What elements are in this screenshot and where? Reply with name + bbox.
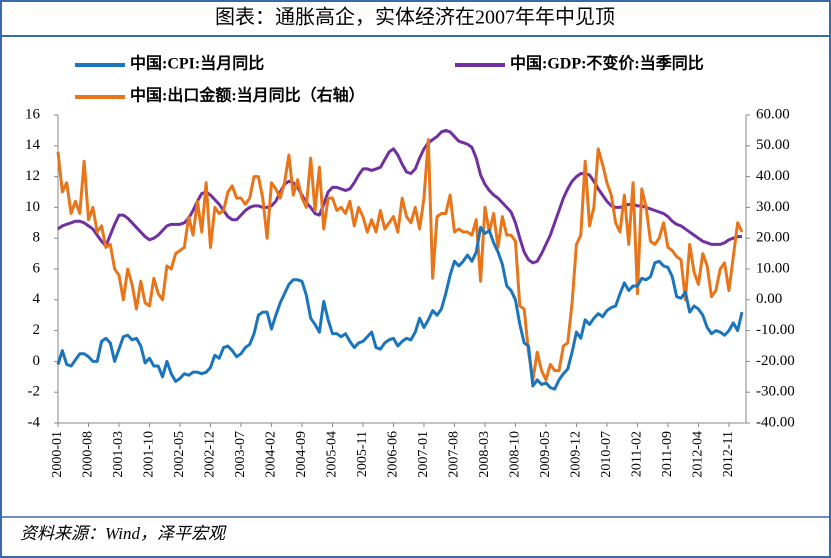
series-line: [57, 128, 742, 265]
x-tick-label: 2006-06: [386, 431, 401, 478]
y2-tick-label: -40.00: [756, 414, 795, 430]
y2-tick-label: 0.00: [756, 291, 782, 307]
x-tick-label: 2011-02: [630, 431, 645, 477]
y-tick-label: 0: [33, 353, 41, 369]
x-tick-label: 2005-04: [325, 431, 340, 478]
y-tick-label: 6: [33, 260, 41, 276]
x-tick-label: 2001-03: [111, 431, 126, 478]
x-tick-label: 2009-12: [569, 431, 584, 478]
y-tick-label: 14: [25, 137, 41, 153]
x-tick-label: 2001-10: [142, 431, 157, 478]
legend-label: 中国:出口金额:当月同比（右轴）: [130, 86, 365, 105]
x-tick-label: 2004-02: [264, 431, 279, 478]
x-tick-label: 2010-07: [599, 431, 614, 478]
y-tick-label: -4: [28, 414, 41, 430]
y-tick-label: 2: [33, 322, 41, 338]
chart-title: 图表：通胀高企，实体经济在2007年年中见顶: [215, 6, 615, 29]
y2-tick-label: -20.00: [756, 353, 795, 369]
x-tick-label: 2000-01: [50, 431, 65, 478]
x-tick-label: 2012-04: [691, 431, 706, 478]
x-tick-label: 2009-05: [538, 431, 553, 478]
y2-tick-label: 40.00: [756, 168, 790, 184]
x-tick-label: 2002-05: [172, 431, 187, 478]
y2-tick-label: -10.00: [756, 322, 795, 338]
x-tick-label: 2003-07: [233, 431, 248, 478]
y-tick-label: 16: [25, 106, 41, 122]
x-tick-label: 2007-08: [447, 431, 462, 478]
x-tick-label: 2000-08: [81, 431, 96, 478]
y2-tick-label: 60.00: [756, 106, 790, 122]
x-tick-label: 2008-03: [477, 431, 492, 478]
series-line: [56, 225, 744, 391]
x-tick-label: 2008-10: [508, 431, 523, 478]
series-line: [56, 138, 744, 382]
y-tick-label: 4: [33, 291, 41, 307]
x-tick-label: 2002-12: [203, 431, 218, 478]
y-tick-label: -2: [28, 384, 41, 400]
y2-tick-label: 10.00: [756, 260, 790, 276]
y2-tick-label: 30.00: [756, 199, 790, 215]
x-tick-label: 2007-01: [416, 431, 431, 478]
y-tick-label: 12: [25, 168, 40, 184]
y2-tick-label: 20.00: [756, 230, 790, 246]
y2-tick-label: -30.00: [756, 384, 795, 400]
x-tick-label: 2004-09: [294, 431, 309, 478]
legend-label: 中国:CPI:当月同比: [130, 54, 264, 73]
y-tick-label: 8: [33, 230, 41, 246]
x-tick-label: 2011-09: [660, 431, 675, 477]
x-tick-label: 2012-11: [721, 431, 736, 477]
y-tick-label: 10: [25, 199, 40, 215]
y2-tick-label: 50.00: [756, 137, 790, 153]
source: 资料来源：Wind，泽平宏观: [20, 524, 227, 543]
legend-label: 中国:GDP:不变价:当季同比: [510, 54, 704, 73]
x-tick-label: 2005-11: [355, 431, 370, 477]
